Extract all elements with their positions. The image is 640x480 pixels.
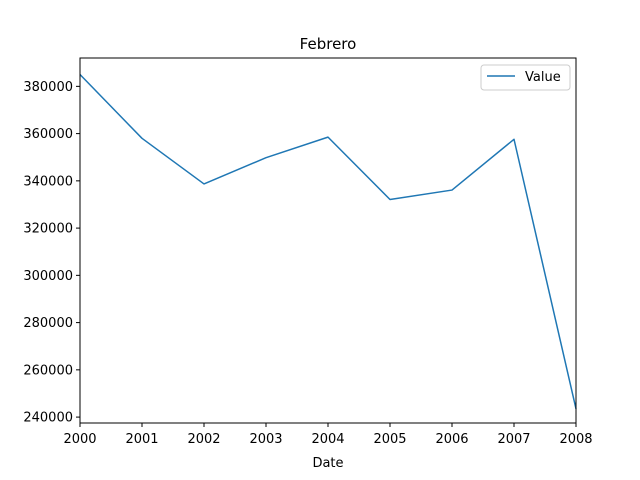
y-tick-label: 260000 [23, 363, 73, 378]
y-tick-label: 300000 [23, 269, 73, 284]
x-tick-label: 2000 [63, 432, 96, 447]
x-axis-title: Date [312, 456, 343, 471]
x-axis: 2000 2001 2002 2003 2004 2005 2006 2007 2008 [63, 423, 593, 447]
x-tick-label: 2002 [187, 432, 220, 447]
y-axis: 240000 260000 280000 300000 320000 340000 3600… [23, 80, 80, 426]
x-tick-label: 2008 [559, 432, 592, 447]
x-tick-label: 2004 [311, 432, 344, 447]
chart-title: Febrero [300, 35, 357, 53]
legend-label-value: Value [525, 70, 561, 85]
x-tick-label: 2005 [373, 432, 406, 447]
x-tick-label: 2003 [249, 432, 282, 447]
x-tick-label: 2007 [497, 432, 530, 447]
y-tick-label: 380000 [23, 80, 73, 95]
y-tick-label: 280000 [23, 316, 73, 331]
y-tick-label: 320000 [23, 222, 73, 237]
x-tick-label: 2001 [125, 432, 158, 447]
y-tick-label: 240000 [23, 411, 73, 426]
legend: Value [480, 64, 571, 91]
legend-box [480, 64, 571, 91]
y-tick-label: 340000 [23, 174, 73, 189]
y-tick-label: 360000 [23, 127, 73, 142]
x-tick-label: 2006 [435, 432, 468, 447]
